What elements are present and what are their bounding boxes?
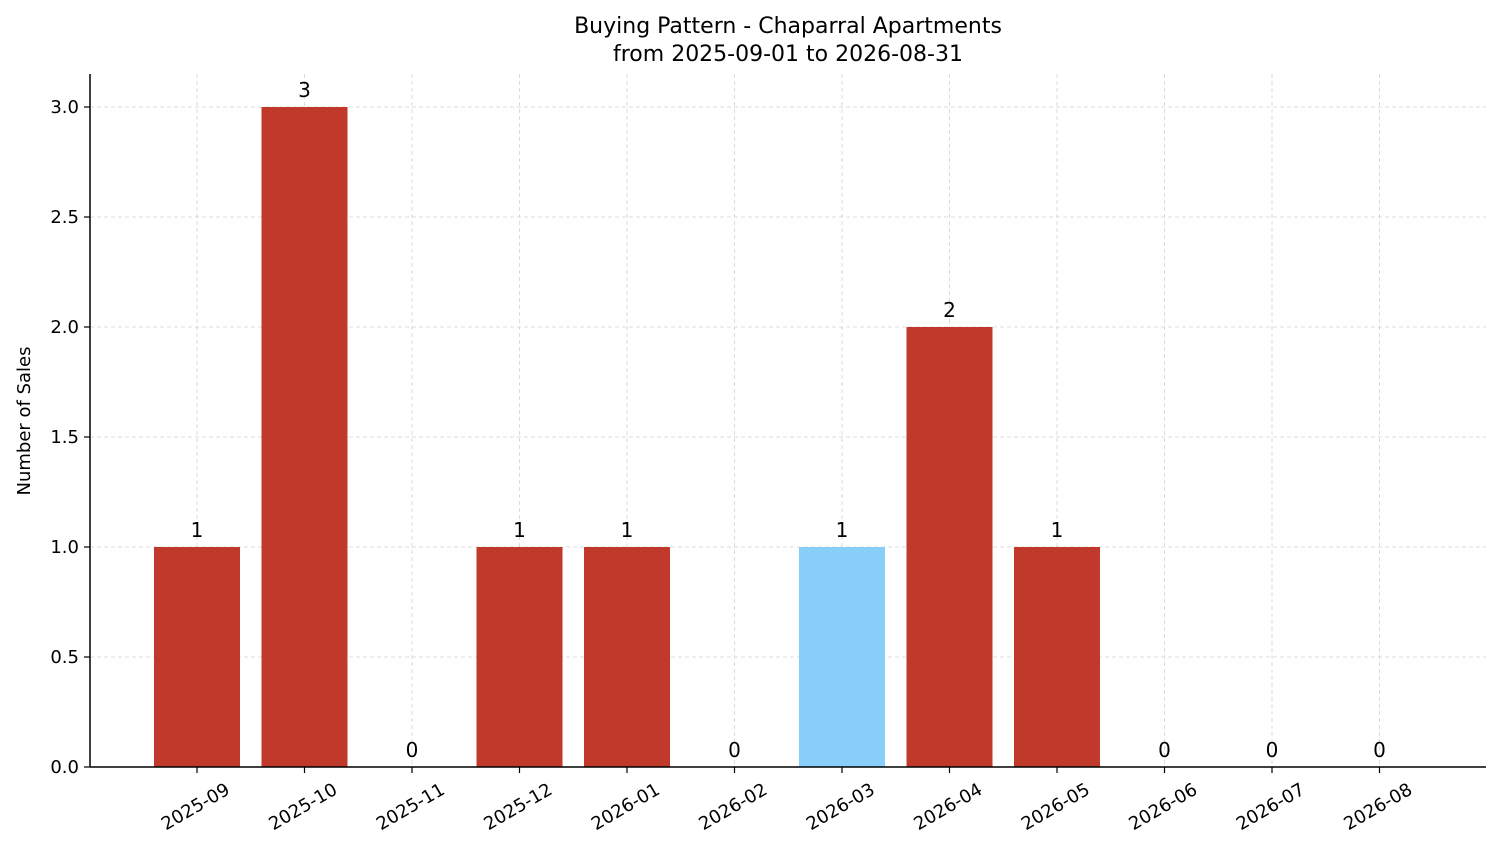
y-tick-label: 2.0 (50, 317, 79, 338)
y-tick-label: 1.0 (50, 537, 79, 558)
bar-value-label: 0 (1266, 738, 1279, 762)
bar-2025-10 (261, 107, 348, 767)
bar-2026-04 (906, 327, 993, 767)
x-tick-label: 2026-01 (588, 779, 664, 835)
x-tick-label: 2026-06 (1125, 779, 1201, 835)
bar-2025-09 (154, 547, 240, 767)
bar-value-label: 1 (836, 518, 849, 542)
bar-2026-05 (1014, 547, 1100, 767)
y-tick-label: 0.0 (50, 757, 79, 778)
x-tick-label: 2026-03 (803, 779, 879, 835)
y-tick-label: 3.0 (50, 97, 79, 118)
x-tick-label: 2025-12 (480, 779, 556, 835)
bar-labels-layer: 1 3 0 1 1 0 1 2 1 0 0 0 (191, 78, 1386, 762)
bar-value-label: 1 (513, 518, 526, 542)
x-tick-label: 2026-05 (1018, 779, 1094, 835)
bar-value-label: 0 (1373, 738, 1386, 762)
bars-layer (154, 107, 1100, 767)
bar-2025-12 (476, 547, 563, 767)
x-tick-label: 2026-08 (1340, 779, 1416, 835)
x-tick-label: 2025-09 (158, 779, 234, 835)
bar-value-label: 1 (191, 518, 204, 542)
bar-value-label: 1 (1051, 518, 1064, 542)
x-tick-label: 2025-11 (373, 779, 449, 835)
x-tick-label: 2026-02 (695, 779, 771, 835)
x-tick-label: 2025-10 (265, 779, 341, 835)
bar-value-label: 3 (298, 78, 311, 102)
chart-subtitle: from 2025-09-01 to 2026-08-31 (613, 42, 963, 67)
chart-title: Buying Pattern - Chaparral Apartments (574, 14, 1002, 39)
bar-value-label: 0 (728, 738, 741, 762)
bar-2026-01 (584, 547, 670, 767)
y-tick-label: 2.5 (50, 207, 79, 228)
bar-value-label: 0 (1158, 738, 1171, 762)
y-axis-label: Number of Sales (14, 346, 35, 495)
bar-value-label: 1 (621, 518, 634, 542)
bar-2026-03 (799, 547, 885, 767)
x-tick-label: 2026-04 (910, 779, 986, 835)
bar-value-label: 0 (406, 738, 419, 762)
y-tick-label: 0.5 (50, 647, 79, 668)
x-tick-label: 2026-07 (1233, 779, 1309, 835)
y-tick-label: 1.5 (50, 427, 79, 448)
bar-value-label: 2 (943, 298, 956, 322)
